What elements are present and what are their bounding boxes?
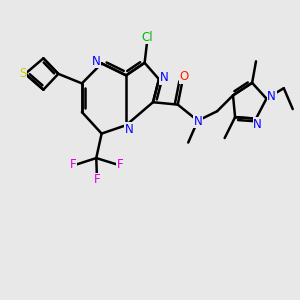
Text: Cl: Cl (141, 31, 153, 44)
Text: F: F (94, 173, 100, 186)
Text: N: N (92, 55, 100, 68)
Text: S: S (20, 68, 27, 80)
Text: O: O (180, 70, 189, 83)
Text: F: F (117, 158, 124, 171)
Text: N: N (253, 118, 262, 130)
Text: N: N (194, 115, 202, 128)
Text: N: N (125, 123, 134, 136)
Text: F: F (70, 158, 76, 171)
Text: N: N (267, 90, 276, 103)
Text: N: N (160, 71, 169, 84)
